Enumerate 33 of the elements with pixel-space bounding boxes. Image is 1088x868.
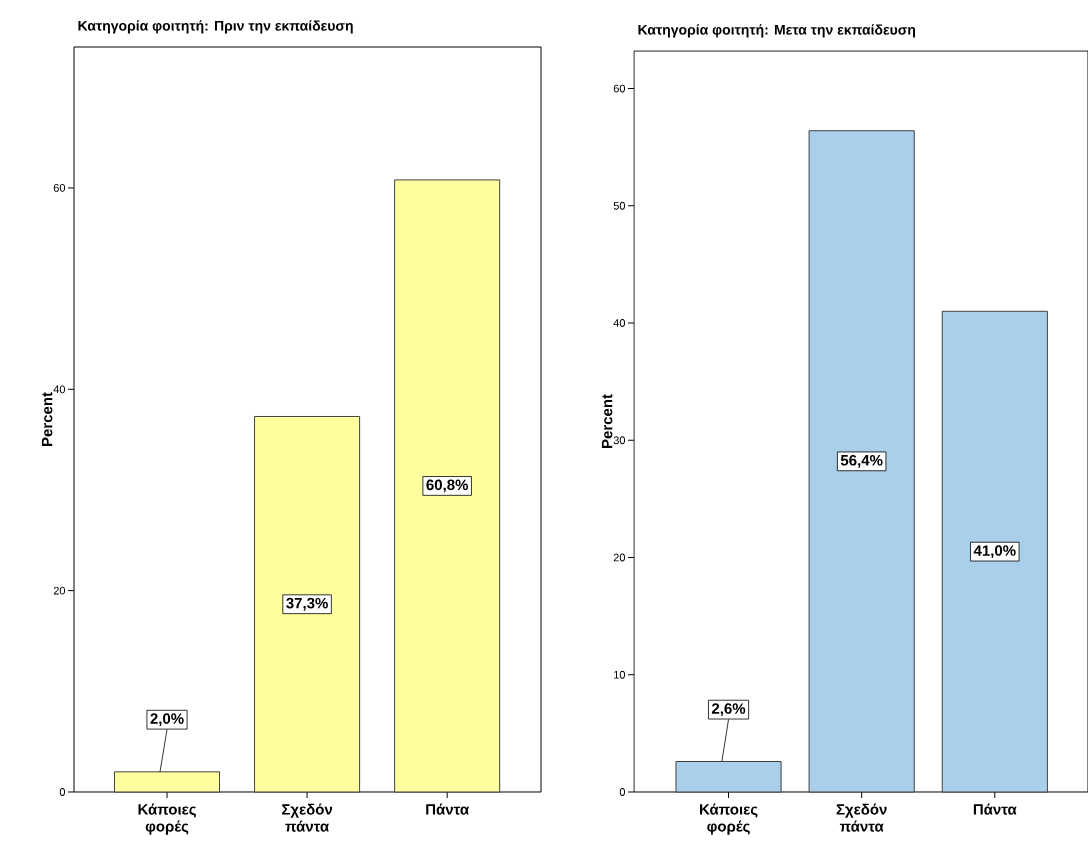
chart-title: Κατηγορία φοιτητή: Πριν την εκπαίδευση [78, 20, 353, 34]
bar [675, 761, 782, 793]
y-tick-label: 20 [613, 553, 626, 562]
x-tick-label: Κάποιες φορές [138, 803, 196, 835]
y-tick-label: 60 [613, 84, 626, 93]
data-label: 2,0% [150, 713, 184, 727]
y-tick-label: 20 [53, 586, 66, 595]
bar [113, 771, 221, 793]
x-tick-label: Κάποιες φορές [700, 803, 758, 835]
y-axis-title: Percent [41, 392, 53, 446]
x-tick-label: Πάντα [973, 803, 1017, 815]
data-label: 56,4% [840, 454, 883, 468]
y-tick-label: 60 [53, 184, 66, 192]
y-tick-label: 50 [613, 201, 626, 210]
y-tick-label: 0 [619, 788, 626, 796]
x-tick-label: Σχεδόν πάντα [836, 803, 887, 832]
data-label: 2,6% [711, 703, 746, 717]
x-tick-label: Πάντα [426, 803, 469, 815]
bar [254, 415, 361, 793]
data-label: 37,3% [286, 597, 328, 611]
y-tick-label: 30 [613, 436, 626, 445]
bar [941, 310, 1048, 793]
bar [808, 130, 915, 793]
y-tick-label: 10 [614, 670, 626, 679]
x-tick-label: Σχεδόν πάντα [282, 803, 333, 832]
data-label: 60,8% [426, 479, 469, 493]
y-axis-title: Percent [601, 394, 613, 448]
y-tick-label: 40 [53, 385, 66, 394]
y-tick-label: 40 [613, 319, 626, 327]
chart-title: Κατηγορία φοιτητή: Μετα την εκπαίδευση [638, 24, 916, 38]
y-tick-label: 0 [59, 788, 66, 796]
bar [394, 179, 501, 793]
data-label: 41,0% [973, 545, 1016, 559]
